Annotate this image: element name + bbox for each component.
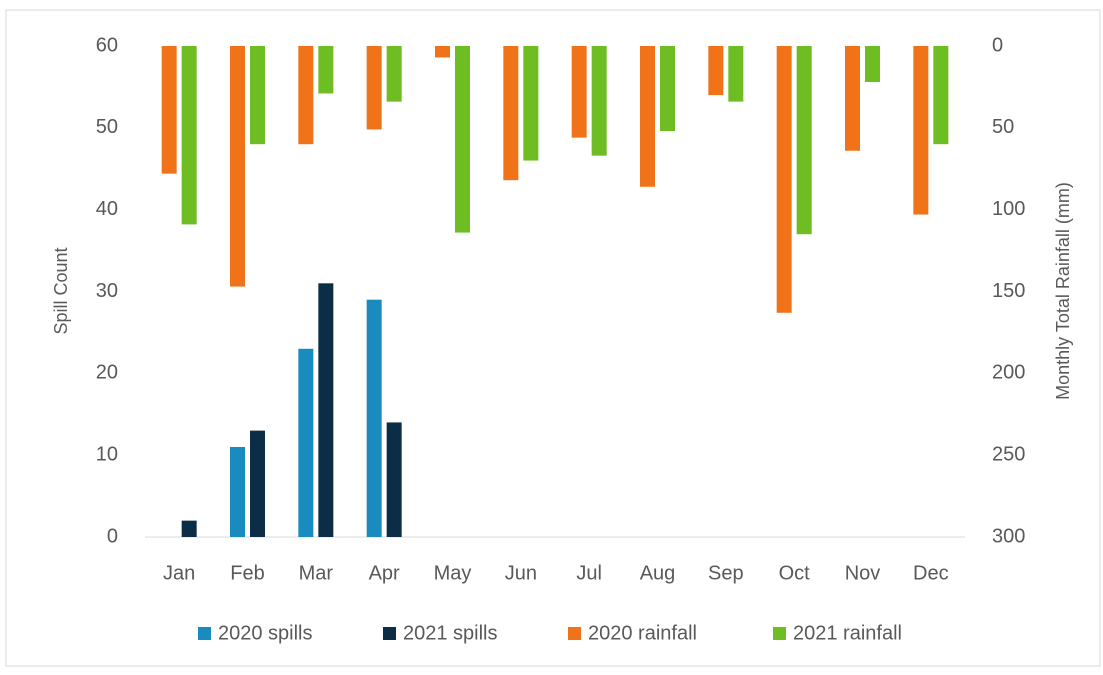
y2-tick-label: 50 — [992, 116, 1014, 138]
bar — [728, 46, 744, 102]
y-tick-label: 60 — [96, 34, 118, 56]
bar — [230, 446, 245, 537]
bar — [796, 46, 812, 235]
x-tick-label: Dec — [913, 562, 949, 584]
bar — [230, 46, 245, 287]
bar — [250, 430, 265, 537]
bar — [161, 46, 177, 174]
y-tick-label: 30 — [96, 280, 118, 302]
x-tick-label: Feb — [230, 562, 264, 584]
bar — [366, 299, 382, 537]
bar — [318, 283, 334, 537]
x-tick-label: Jan — [163, 562, 195, 584]
y2-tick-label: 200 — [992, 362, 1025, 384]
bar — [591, 46, 607, 156]
legend-swatch — [773, 627, 786, 640]
legend-swatch — [198, 627, 211, 640]
y2-axis-title: Monthly Total Rainfall (mm) — [1053, 182, 1073, 400]
legend-swatch — [568, 627, 581, 640]
bar — [181, 46, 197, 225]
y-tick-label: 50 — [96, 116, 118, 138]
bar — [250, 46, 265, 145]
bar — [503, 46, 519, 181]
x-tick-label: Oct — [779, 562, 811, 584]
x-tick-label: Apr — [369, 562, 400, 584]
x-tick-label: May — [434, 562, 472, 584]
bar — [386, 422, 402, 537]
bar — [366, 46, 382, 130]
x-tick-label: Sep — [708, 562, 744, 584]
y-tick-label: 40 — [96, 198, 118, 220]
bar — [913, 46, 929, 215]
bar — [865, 46, 880, 83]
bar — [386, 46, 402, 102]
y2-tick-label: 100 — [992, 198, 1025, 220]
legend-label: 2020 rainfall — [588, 622, 697, 644]
y2-tick-label: 0 — [992, 34, 1003, 56]
x-tick-label: Nov — [845, 562, 881, 584]
y-tick-label: 10 — [96, 443, 118, 465]
bar — [933, 46, 949, 145]
bar — [640, 46, 655, 187]
bar — [298, 46, 314, 145]
y2-tick-label: 150 — [992, 280, 1025, 302]
bar — [298, 348, 314, 537]
bar — [571, 46, 587, 138]
y-axis-title: Spill Count — [51, 247, 71, 334]
legend-label: 2021 spills — [403, 622, 498, 644]
bar — [660, 46, 675, 132]
legend-swatch — [383, 627, 396, 640]
y-tick-label: 20 — [96, 362, 118, 384]
x-tick-label: Mar — [299, 562, 334, 584]
x-tick-label: Aug — [640, 562, 676, 584]
bar — [708, 46, 724, 96]
bar — [181, 520, 197, 537]
bar — [845, 46, 860, 151]
bar — [435, 46, 450, 58]
bar — [455, 46, 470, 233]
bar — [318, 46, 334, 94]
bar — [776, 46, 792, 313]
legend-label: 2021 rainfall — [793, 622, 902, 644]
y2-tick-label: 300 — [992, 525, 1025, 547]
x-tick-label: Jul — [576, 562, 602, 584]
x-tick-label: Jun — [505, 562, 537, 584]
legend-label: 2020 spills — [218, 622, 313, 644]
y-tick-label: 0 — [107, 525, 118, 547]
y2-tick-label: 250 — [992, 443, 1025, 465]
bar — [523, 46, 539, 161]
